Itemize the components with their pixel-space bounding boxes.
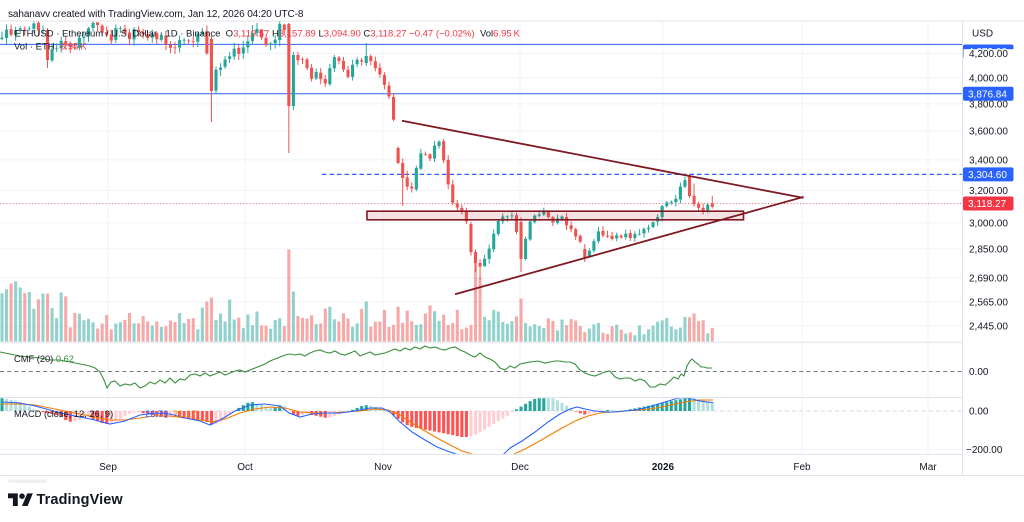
svg-text:ETHUSD · Ethereum / U.S. Dolla: ETHUSD · Ethereum / U.S. Dollar · 1D · B… — [15, 28, 521, 39]
svg-text:sahanavv created with TradingV: sahanavv created with TradingView.com, J… — [8, 9, 304, 20]
svg-text:2,565.00: 2,565.00 — [969, 298, 1008, 309]
svg-text:Vol · ETH 6.95 K: Vol · ETH 6.95 K — [14, 42, 87, 53]
svg-text:4,000.00: 4,000.00 — [969, 74, 1008, 85]
svg-text:3,000.00: 3,000.00 — [969, 219, 1008, 230]
svg-text:TradingView: TradingView — [37, 492, 124, 508]
svg-text:−200.00: −200.00 — [966, 445, 1003, 456]
svg-text:2026: 2026 — [652, 462, 675, 473]
svg-text:3,200.00: 3,200.00 — [969, 186, 1008, 197]
svg-text:4,200.00: 4,200.00 — [969, 49, 1008, 60]
svg-text:0.00: 0.00 — [969, 407, 989, 418]
svg-text:Oct: Oct — [237, 462, 253, 473]
svg-text:CMF (20) 0.62: CMF (20) 0.62 — [14, 354, 74, 364]
svg-text:Sep: Sep — [99, 462, 117, 473]
svg-text:Mar: Mar — [919, 462, 937, 473]
svg-text:Dec: Dec — [511, 462, 529, 473]
svg-text:2,445.00: 2,445.00 — [969, 322, 1008, 333]
svg-text:3,118.27: 3,118.27 — [968, 199, 1007, 210]
svg-text:3,400.00: 3,400.00 — [969, 156, 1008, 167]
svg-text:3,304.60: 3,304.60 — [968, 170, 1007, 181]
svg-text:3,600.00: 3,600.00 — [969, 127, 1008, 138]
svg-text:0.00: 0.00 — [969, 367, 989, 378]
svg-text:3,800.00: 3,800.00 — [969, 100, 1008, 111]
svg-text:Feb: Feb — [793, 462, 811, 473]
svg-text:2,690.00: 2,690.00 — [969, 274, 1008, 285]
svg-text:2,850.00: 2,850.00 — [969, 244, 1008, 255]
svg-text:3,876.84: 3,876.84 — [968, 89, 1007, 100]
svg-text:USD: USD — [972, 29, 993, 40]
svg-text:Nov: Nov — [374, 462, 392, 473]
